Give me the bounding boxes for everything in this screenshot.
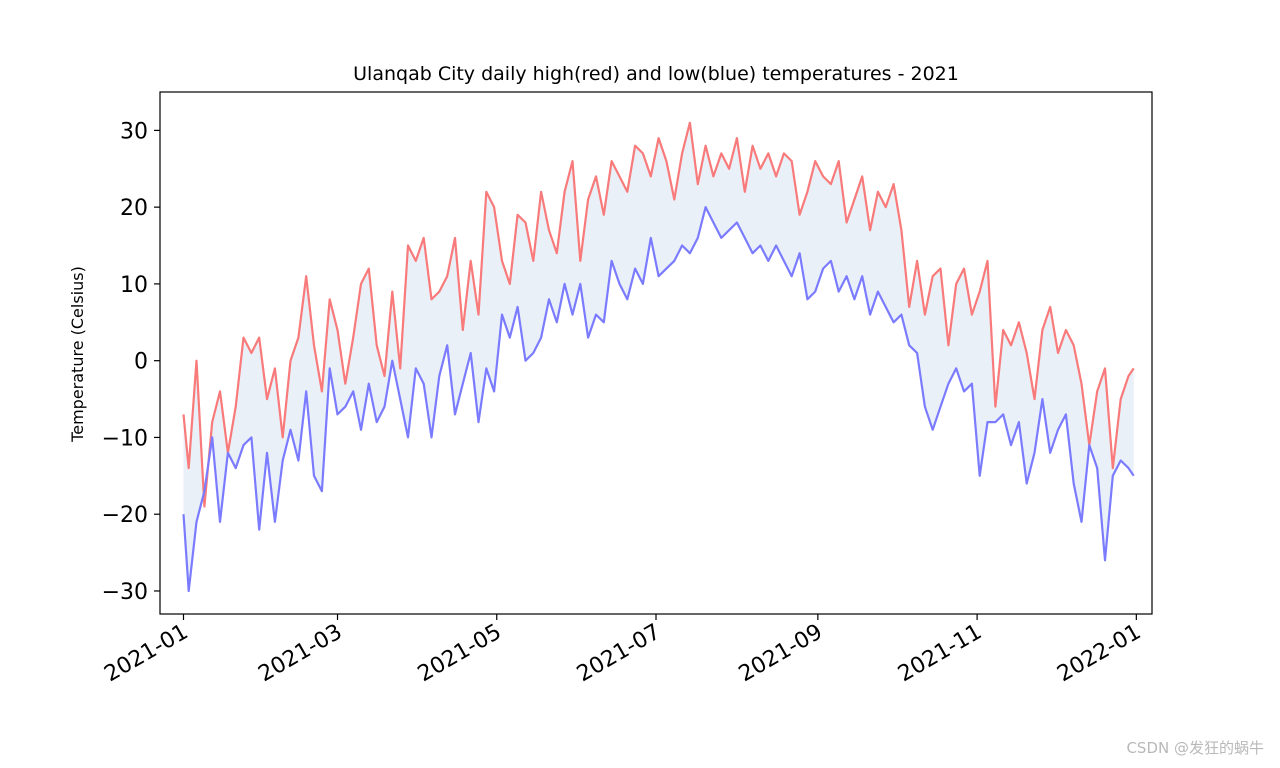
chart-title: Ulanqab City daily high(red) and low(blu… [353, 63, 959, 85]
y-tick-label: 0 [134, 350, 148, 375]
x-axis: 2021-01 2021-03 2021-05 2021-07 2021-09 2021-… [100, 614, 1145, 687]
y-tick-label: −20 [102, 503, 148, 528]
plot-area [159, 91, 1153, 615]
x-tick-label: 2021-05 [414, 620, 506, 688]
fill-between-area [183, 122, 1134, 591]
watermark-text: CSDN @发狂的蜗牛 [1126, 739, 1264, 757]
x-tick-label: 2021-11 [894, 620, 986, 688]
y-tick-label: −30 [102, 580, 148, 605]
x-tick-label: 2021-03 [254, 620, 346, 688]
series-high-line [182, 121, 1135, 508]
series-low-line [182, 206, 1135, 593]
y-tick-label: 10 [120, 273, 148, 298]
y-axis: −30 −20 −10 0 10 20 30 [102, 119, 160, 605]
x-tick-label: 2022-01 [1053, 620, 1145, 688]
x-tick-label: 2021-07 [573, 620, 665, 688]
x-tick-label: 2021-09 [735, 620, 827, 688]
y-tick-label: 20 [120, 196, 148, 221]
y-axis-label: Temperature (Celsius) [68, 266, 87, 443]
y-tick-label: −10 [102, 426, 148, 451]
y-tick-label: 30 [120, 119, 148, 144]
x-tick-label: 2021-01 [100, 620, 192, 688]
